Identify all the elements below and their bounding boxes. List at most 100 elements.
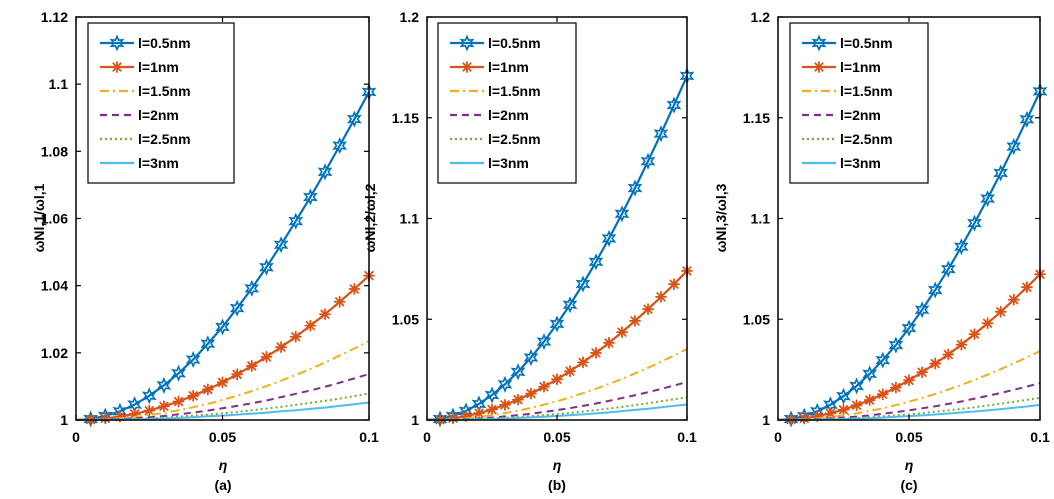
panel-c-series-line-3 — [777, 350, 1041, 421]
panel-a-legend-label-6: l=3nm — [138, 155, 179, 171]
panel-c-y-axis-label: ωNl,3/ωl,3 — [713, 183, 729, 252]
panel-b-series-2-point-17 — [642, 303, 654, 316]
panel-c-series-2-point-10 — [903, 374, 915, 387]
panel-a-legend: l=0.5nm l=1nm l=1.5nm l=2nm l=2.5nm l=3nm — [87, 22, 235, 184]
panel-a-series-1-point-15 — [288, 212, 304, 230]
panel-a-x-tick-label-1: 0 — [72, 429, 80, 445]
panel-b-legend-label-5: l=2.5nm — [488, 131, 541, 147]
panel-c-series — [777, 82, 1048, 428]
panel-c-series-1-point-16 — [980, 190, 995, 208]
panel-a-y-tick-label-6: 1.1 — [49, 76, 69, 92]
panel-c-y-tick-label-5: 1.2 — [751, 9, 771, 25]
panel-b-series-2-point-12 — [577, 356, 589, 369]
panel-a-series-2-point-16 — [304, 319, 317, 332]
panel-b-series-2-point-18 — [655, 290, 667, 303]
panel-b-legend-marker-1 — [459, 34, 475, 52]
panel-a-y-tick-label-1: 1 — [60, 412, 68, 428]
panel-b-series-1-point-15 — [614, 205, 630, 223]
panel-a-series-1-point-19 — [346, 110, 362, 128]
panel-b: 1 1.05 1.1 1.15 1.2 0 0.05 0.1 ωNl,2/ωl,2 η (b… — [362, 9, 697, 493]
panel-c-x-tick-label-2: 0.05 — [895, 429, 922, 445]
panel-c-series-1-point-18 — [1006, 138, 1022, 156]
panel-c-legend-label-5: l=2.5nm — [840, 131, 893, 147]
panel-b-series-1-point-9 — [536, 333, 552, 351]
panel-c-y-tick-label-1: 1 — [762, 412, 770, 428]
panel-c-series-2-point-17 — [994, 305, 1007, 318]
panel-a-series-2-point-10 — [216, 376, 229, 389]
panel-b-series — [426, 67, 695, 428]
panel-b-series-1-point-12 — [575, 275, 591, 293]
panel-b-y-ticks: 1 1.05 1.1 1.15 1.2 — [392, 9, 687, 428]
panel-b-series-1-point-8 — [523, 349, 539, 367]
panel-c-series-line-4 — [778, 382, 1041, 421]
panel-c-legend-marker-1 — [811, 34, 827, 52]
panel-b-legend-label-3: l=1.5nm — [488, 83, 541, 99]
panel-b-x-tick-label-1: 0 — [423, 429, 431, 445]
panel-a-series-1-point-16 — [303, 188, 318, 206]
panel-b-series-1-point-17 — [640, 152, 656, 170]
panel-b-y-tick-label-1: 1 — [411, 412, 419, 428]
panel-b-series-2-point-16 — [629, 314, 641, 327]
panel-a-series-2-point-15 — [289, 330, 302, 343]
panel-c-series-1-point-13 — [940, 260, 956, 278]
panel-c-series-2-point-19 — [1021, 281, 1033, 294]
panel-b-series-line-3 — [426, 348, 688, 421]
panel-b-series-2-point-8 — [525, 387, 537, 400]
panel-b-series-line-5 — [427, 396, 688, 421]
panel-b-series-1-point-16 — [627, 179, 643, 197]
panel-a-series-1-point-18 — [332, 137, 348, 155]
panel-c: 1 1.05 1.1 1.15 1.2 0 0.05 0.1 ωNl,3/ωl,3 η (c… — [713, 9, 1050, 493]
panel-c-caption: (c) — [900, 477, 917, 493]
panel-b-series-2-point-7 — [512, 393, 524, 406]
panel-c-series-2-point-7 — [863, 394, 876, 406]
panel-a-x-tick-label-2: 0.05 — [209, 429, 236, 445]
panel-c-series-2-point-12 — [929, 357, 942, 370]
panel-a-series-1-point-7 — [171, 364, 186, 382]
panel-a-legend-label-2: l=1nm — [138, 59, 179, 75]
panel-a-x-tick-label-3: 0.1 — [359, 429, 379, 445]
panel-b-legend-marker-2 — [461, 61, 473, 73]
panel-a-series-2-point-18 — [333, 295, 346, 308]
panel-b-series-1-point-10 — [549, 315, 565, 333]
panel-c-series-1-point-12 — [927, 281, 943, 299]
panel-c-legend-label-2: l=1nm — [840, 59, 881, 75]
panel-a-series-2-point-12 — [245, 360, 258, 372]
panel-a-y-tick-label-5: 1.08 — [41, 143, 68, 159]
panel-c-legend-marker-2 — [813, 61, 825, 73]
panel-b-legend-label-1: l=0.5nm — [488, 35, 541, 51]
panel-b-series-1-point-7 — [510, 363, 526, 381]
panel-c-x-axis-label: η — [905, 457, 914, 473]
panel-b-y-axis-label: ωNl,2/ωl,2 — [362, 183, 378, 252]
panel-a-legend-label-3: l=1.5nm — [138, 83, 191, 99]
panel-a-x-ticks: 0 0.05 0.1 — [72, 17, 379, 445]
panel-a-series-2-point-11 — [231, 368, 244, 381]
panel-a-series-1-point-11 — [229, 299, 245, 317]
panel-c-series-2-point-15 — [968, 328, 981, 341]
panel-a-series-1-point-17 — [317, 163, 333, 181]
panel-a-caption: (a) — [214, 477, 231, 493]
panel-a-y-axis-label: ωNl,1/ωl,1 — [31, 183, 47, 252]
panel-b-legend-label-2: l=1nm — [488, 59, 529, 75]
panel-b-series-2-point-5 — [486, 403, 498, 416]
panel-c-y-tick-label-2: 1.05 — [743, 311, 770, 327]
panel-a-series-1-point-8 — [185, 351, 201, 369]
panel-b-x-ticks: 0 0.05 0.1 — [423, 17, 697, 445]
panel-c-series-2-point-9 — [890, 381, 902, 394]
panel-a-legend-label-4: l=2nm — [138, 107, 179, 123]
panel-c-legend-label-1: l=0.5nm — [840, 35, 893, 51]
panel-b-series-2-point-14 — [603, 336, 615, 349]
panel-b-y-tick-label-5: 1.2 — [400, 9, 420, 25]
panel-b-series-2-point-11 — [564, 365, 576, 378]
panel-b-series-1-point-18 — [653, 125, 669, 143]
panel-c-series-1-point-14 — [954, 238, 969, 256]
panel-b-series-line-4 — [427, 380, 688, 421]
panel-a-series-2-point-5 — [143, 404, 156, 417]
panel-c-series-2-point-16 — [981, 317, 994, 330]
panel-a-legend-label-5: l=2.5nm — [138, 131, 191, 147]
panel-c-legend-box — [789, 22, 929, 184]
panel-a: 1 1.02 1.04 1.06 1.08 1.1 1.12 0 0.05 0.1 ωNl,1/… — [31, 9, 379, 493]
panel-c-series-1-point-11 — [914, 301, 930, 319]
panel-a-legend-marker-2 — [111, 61, 123, 73]
panel-b-y-tick-label-3: 1.1 — [400, 211, 420, 227]
